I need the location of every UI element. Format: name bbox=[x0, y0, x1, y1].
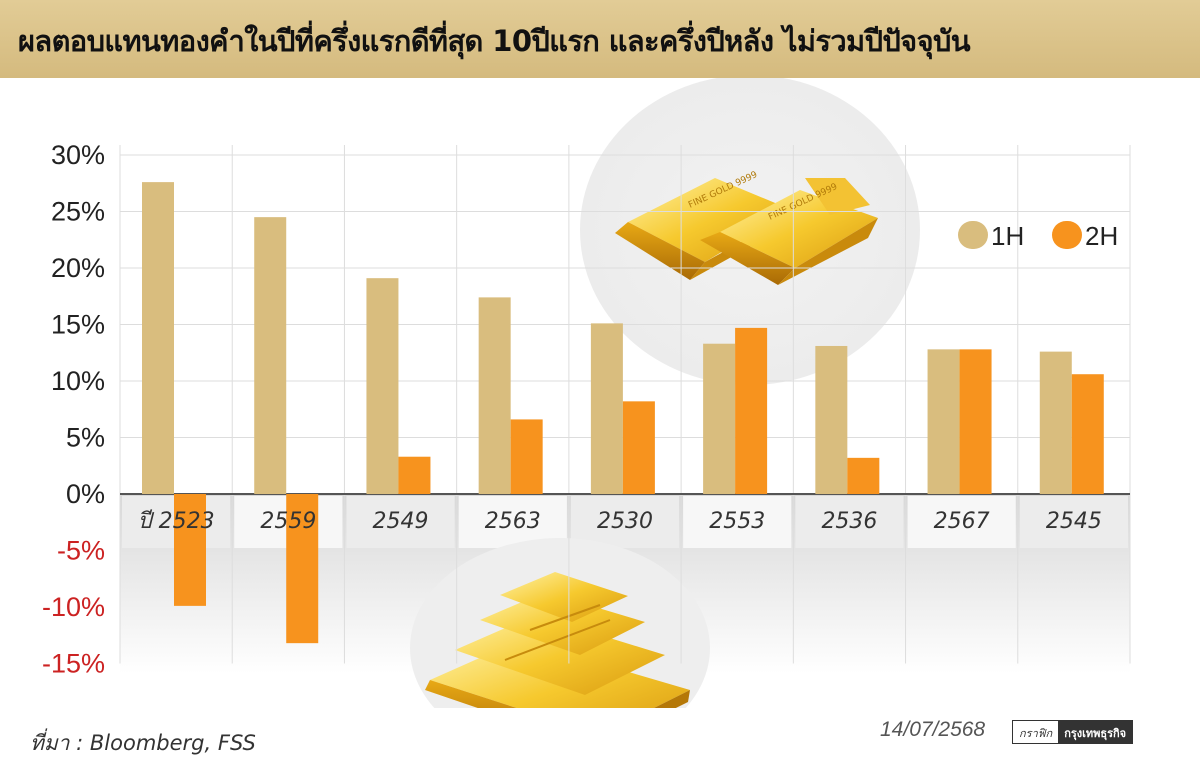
category-label: 2549 bbox=[373, 509, 429, 534]
bar-2H-8 bbox=[1071, 374, 1104, 494]
y-tick-label: -5% bbox=[57, 536, 105, 566]
bar-1H-0 bbox=[142, 182, 174, 494]
y-tick-label: 30% bbox=[51, 140, 105, 170]
bar-1H-1 bbox=[254, 217, 287, 494]
bar-2H-7 bbox=[959, 349, 992, 494]
bar-1H-6 bbox=[815, 345, 848, 494]
brand-name: กรุงเทพธุรกิจ bbox=[1058, 721, 1133, 743]
y-tick-label: -10% bbox=[42, 592, 105, 622]
category-label: 2563 bbox=[485, 509, 541, 534]
legend-item-1H: 1H bbox=[958, 221, 1024, 251]
chart-title: ผลตอบแทนทองคำในปีที่ครึ่งแรกดีที่สุด 10ป… bbox=[18, 24, 971, 58]
category-cell bbox=[683, 496, 792, 548]
legend-label: 2H bbox=[1085, 221, 1118, 251]
title-bar: ผลตอบแทนทองคำในปีที่ครึ่งแรกดีที่สุด 10ป… bbox=[0, 0, 1200, 78]
category-label: 2553 bbox=[709, 509, 765, 534]
bar-1H-3 bbox=[478, 297, 511, 494]
category-label: 2545 bbox=[1046, 509, 1102, 534]
bar-2H-6 bbox=[847, 457, 880, 494]
y-tick-label: 20% bbox=[51, 253, 105, 283]
y-tick-label: 5% bbox=[66, 423, 105, 453]
bar-2H-0 bbox=[174, 494, 206, 606]
category-label: 2536 bbox=[821, 509, 877, 534]
y-tick-label: 10% bbox=[51, 366, 105, 396]
bar-1H-7 bbox=[927, 349, 960, 494]
bar-chart: FINE GOLD 9999 FINE GOLD 9999 30%25%20%1… bbox=[42, 78, 1131, 708]
y-tick-label: 0% bbox=[66, 479, 105, 509]
bar-1H-5 bbox=[703, 343, 736, 494]
category-cell bbox=[795, 496, 904, 548]
bar-1H-2 bbox=[366, 278, 399, 494]
brand-graphic-label: กราฟิก bbox=[1013, 721, 1059, 743]
category-label: 2559 bbox=[260, 509, 316, 534]
category-cell bbox=[570, 496, 680, 548]
brand-badge: กราฟิก กรุงเทพธุรกิจ bbox=[1012, 720, 1134, 744]
bar-2H-3 bbox=[510, 419, 543, 494]
bar-2H-1 bbox=[286, 494, 319, 644]
legend-item-2H: 2H bbox=[1052, 221, 1118, 251]
bar-1H-8 bbox=[1039, 351, 1072, 494]
gold-bars-pyramid-icon bbox=[410, 538, 710, 708]
y-tick-label: -15% bbox=[42, 649, 105, 679]
category-label: 2530 bbox=[597, 509, 653, 534]
bar-2H-2 bbox=[398, 456, 431, 494]
category-cell bbox=[1019, 496, 1128, 548]
bar-1H-4 bbox=[590, 323, 623, 494]
legend-swatch bbox=[1052, 221, 1082, 249]
bar-2H-4 bbox=[622, 401, 655, 494]
legend-swatch bbox=[958, 221, 988, 249]
category-cell bbox=[346, 496, 455, 548]
category-cell bbox=[907, 496, 1016, 548]
source-note: ที่มา : Bloomberg, FSS bbox=[30, 731, 256, 755]
bar-2H-5 bbox=[735, 327, 768, 494]
category-label: 2567 bbox=[934, 509, 990, 534]
y-tick-label: 25% bbox=[51, 197, 105, 227]
y-tick-label: 15% bbox=[51, 310, 105, 340]
publish-date: 14/07/2568 bbox=[880, 718, 986, 741]
legend-label: 1H bbox=[991, 221, 1024, 251]
category-label: ปี 2523 bbox=[138, 509, 215, 534]
